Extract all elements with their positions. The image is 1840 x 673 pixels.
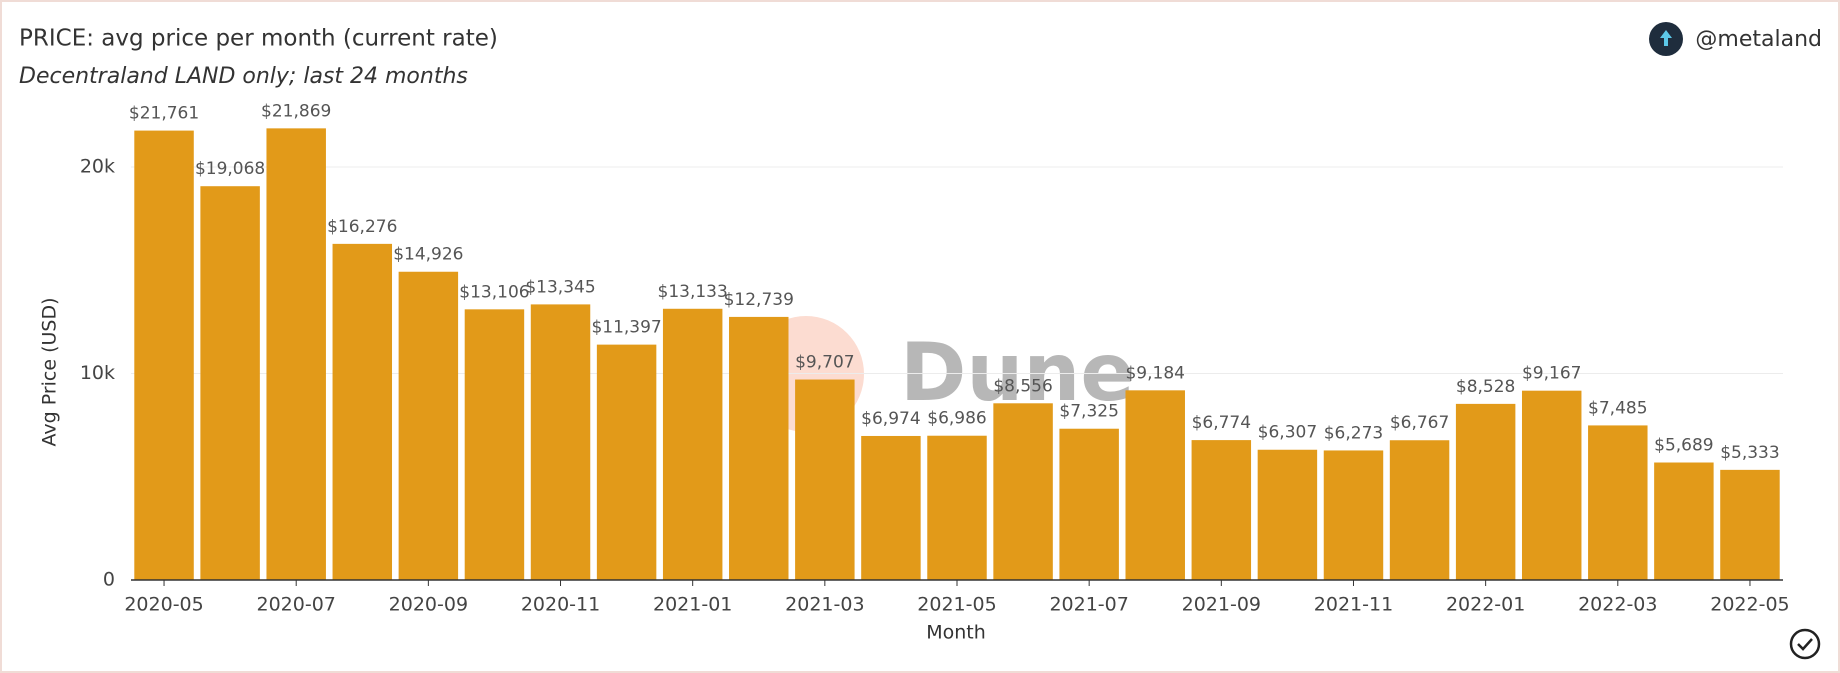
value-label: $8,528 bbox=[1456, 377, 1515, 397]
value-label: $8,556 bbox=[993, 376, 1052, 396]
bar bbox=[795, 379, 855, 580]
bar bbox=[464, 309, 525, 580]
bar bbox=[1323, 450, 1384, 580]
y-axis-title: Avg Price (USD) bbox=[39, 297, 61, 446]
bar bbox=[398, 271, 459, 580]
value-label: $11,397 bbox=[591, 318, 661, 338]
value-label: $6,974 bbox=[861, 409, 920, 429]
value-label: $6,273 bbox=[1324, 423, 1383, 443]
bar bbox=[200, 186, 260, 580]
value-label: $6,307 bbox=[1258, 423, 1317, 443]
x-tick-label: 2021-11 bbox=[1314, 594, 1393, 616]
bar bbox=[1191, 440, 1252, 580]
value-label: $13,345 bbox=[525, 277, 595, 297]
value-label: $7,325 bbox=[1059, 402, 1118, 422]
value-label: $5,333 bbox=[1720, 443, 1779, 463]
bar bbox=[1588, 425, 1648, 580]
value-label: $21,869 bbox=[261, 101, 331, 121]
bar bbox=[927, 435, 987, 580]
value-label: $19,068 bbox=[195, 159, 265, 179]
bar bbox=[1455, 403, 1516, 580]
value-label: $16,276 bbox=[327, 217, 397, 237]
value-label: $6,767 bbox=[1390, 413, 1449, 433]
bar bbox=[1059, 428, 1119, 580]
value-label: $13,106 bbox=[459, 282, 529, 302]
y-tick-label: 0 bbox=[103, 569, 115, 591]
x-tick-label: 2022-01 bbox=[1446, 594, 1525, 616]
bar bbox=[1720, 469, 1780, 580]
x-tick-label: 2022-05 bbox=[1710, 594, 1789, 616]
value-label: $6,774 bbox=[1192, 413, 1251, 433]
x-tick-label: 2020-05 bbox=[124, 594, 203, 616]
value-label: $7,485 bbox=[1588, 398, 1647, 418]
x-tick-label: 2022-03 bbox=[1578, 594, 1657, 616]
value-label: $6,986 bbox=[927, 409, 986, 429]
x-tick-label: 2021-03 bbox=[785, 594, 864, 616]
value-label: $21,761 bbox=[129, 104, 199, 124]
bar bbox=[993, 403, 1053, 580]
x-tick-label: 2021-09 bbox=[1182, 594, 1261, 616]
bar bbox=[1125, 390, 1185, 580]
bar bbox=[662, 308, 723, 580]
bar bbox=[729, 316, 789, 580]
x-tick-label: 2020-09 bbox=[389, 594, 468, 616]
chart-title: PRICE: avg price per month (current rate… bbox=[19, 26, 498, 52]
value-label: $9,184 bbox=[1125, 363, 1184, 383]
author: @metaland bbox=[1695, 27, 1822, 52]
bar bbox=[530, 304, 591, 580]
x-tick-label: 2020-07 bbox=[257, 594, 336, 616]
x-tick-label: 2021-05 bbox=[917, 594, 996, 616]
bar bbox=[332, 243, 393, 580]
bar bbox=[1257, 449, 1318, 580]
x-axis-title: Month bbox=[926, 622, 986, 644]
bar bbox=[1521, 390, 1582, 580]
y-tick-label: 20k bbox=[80, 155, 115, 177]
value-label: $14,926 bbox=[393, 245, 463, 265]
bar bbox=[134, 130, 194, 580]
chart-subtitle: Decentraland LAND only; last 24 months bbox=[19, 64, 468, 89]
bar bbox=[596, 344, 657, 580]
y-tick-label: 10k bbox=[80, 362, 115, 384]
value-label: $5,689 bbox=[1654, 436, 1713, 456]
value-label: $9,167 bbox=[1522, 364, 1581, 384]
x-tick-label: 2021-07 bbox=[1049, 594, 1128, 616]
value-label: $9,707 bbox=[795, 353, 854, 373]
bar bbox=[1654, 462, 1714, 580]
bar bbox=[861, 435, 921, 580]
x-tick-label: 2020-11 bbox=[521, 594, 600, 616]
value-label: $13,133 bbox=[658, 282, 728, 302]
bar bbox=[266, 128, 326, 580]
value-label: $12,739 bbox=[724, 290, 794, 310]
check-icon bbox=[1789, 628, 1821, 660]
bar bbox=[1389, 440, 1450, 580]
x-tick-label: 2021-01 bbox=[653, 594, 732, 616]
avatar-icon bbox=[1660, 30, 1672, 46]
